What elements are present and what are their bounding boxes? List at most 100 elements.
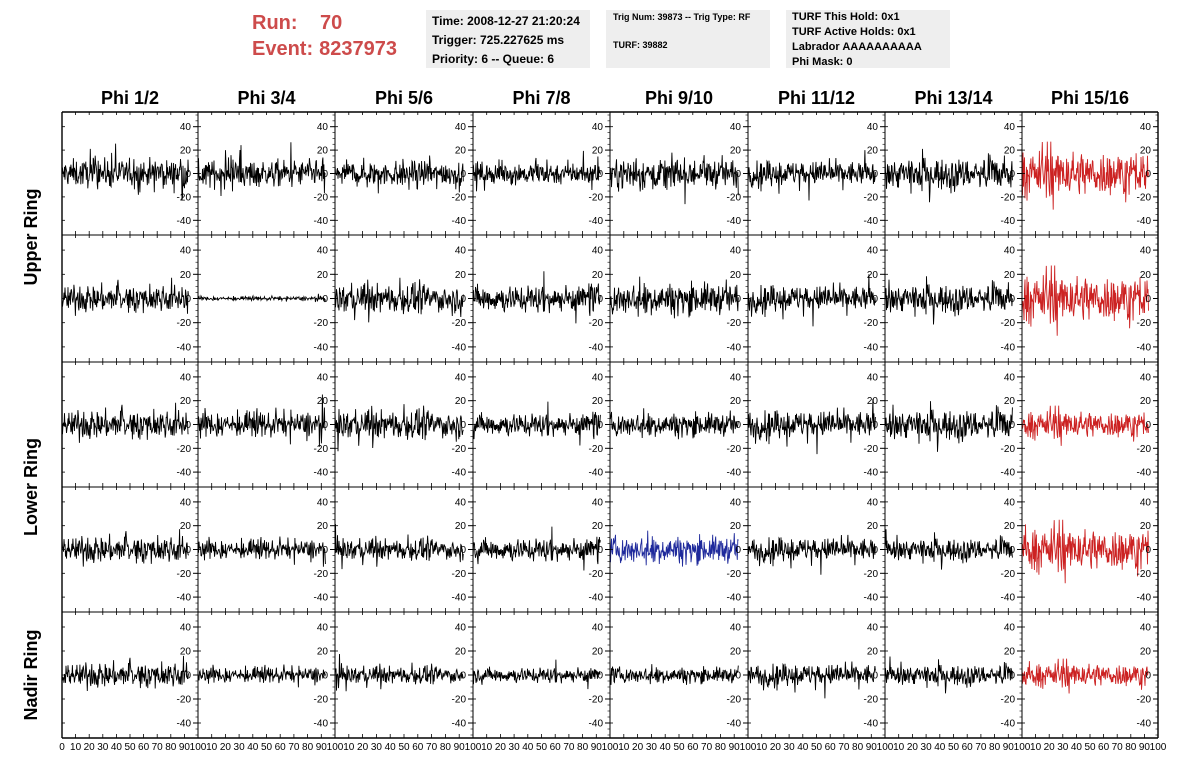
- turf-text: TURF: 39882: [613, 40, 668, 50]
- y-tick-label: -20: [1001, 569, 1016, 580]
- y-tick-label: -20: [1001, 192, 1016, 203]
- y-tick-label: 20: [455, 647, 467, 658]
- y-tick-label: 20: [455, 146, 467, 157]
- y-tick-label: 20: [455, 270, 467, 281]
- y-tick-label: 40: [1004, 372, 1016, 383]
- y-tick-label: -20: [589, 192, 604, 203]
- y-tick-label: -20: [727, 569, 742, 580]
- y-tick-label: 0: [1009, 671, 1015, 682]
- turf-info-box: TURF This Hold: 0x1 TURF Active Holds: 0…: [786, 10, 950, 68]
- y-tick-label: -20: [1001, 318, 1016, 329]
- x-tick-label: 60: [687, 742, 699, 753]
- y-tick-label: -40: [727, 593, 742, 604]
- y-tick-label: 40: [455, 246, 467, 257]
- y-tick-label: 40: [867, 623, 879, 634]
- x-tick-label: 90: [591, 742, 603, 753]
- y-tick-label: -40: [864, 468, 879, 479]
- column-title: Phi 9/10: [645, 88, 713, 108]
- x-tick-label: 50: [261, 742, 273, 753]
- y-tick-label: -40: [314, 468, 329, 479]
- y-tick-label: -20: [589, 569, 604, 580]
- y-tick-label: -20: [452, 569, 467, 580]
- x-tick-label: 10: [481, 742, 493, 753]
- labrador-text: Labrador AAAAAAAAAA: [792, 41, 922, 53]
- waveform-trace: [609, 276, 739, 319]
- x-tick-label: 30: [97, 742, 109, 753]
- y-tick-label: 40: [592, 372, 604, 383]
- y-tick-label: -40: [589, 719, 604, 730]
- x-tick-label: 30: [646, 742, 658, 753]
- row-group-label: Nadir Ring: [21, 629, 41, 720]
- y-tick-label: -40: [452, 593, 467, 604]
- x-tick-label: 70: [563, 742, 575, 753]
- y-tick-label: 40: [455, 497, 467, 508]
- y-tick-label: 0: [1009, 420, 1015, 431]
- y-tick-label: -40: [452, 342, 467, 353]
- y-tick-label: 40: [317, 246, 329, 257]
- x-tick-label: 80: [1125, 742, 1137, 753]
- y-tick-label: -20: [864, 569, 879, 580]
- y-tick-label: 20: [867, 396, 879, 407]
- column-title: Phi 13/14: [914, 88, 992, 108]
- x-tick-label: 90: [316, 742, 328, 753]
- y-tick-label: -20: [727, 318, 742, 329]
- waveform-trace: [61, 655, 189, 692]
- y-tick-label: -20: [727, 695, 742, 706]
- y-tick-label: 20: [592, 146, 604, 157]
- y-tick-label: 40: [592, 623, 604, 634]
- y-tick-label: 40: [730, 497, 742, 508]
- y-tick-label: 0: [1009, 169, 1015, 180]
- y-tick-label: -20: [727, 192, 742, 203]
- x-tick-label: 60: [962, 742, 974, 753]
- waveform-trace: [334, 404, 464, 452]
- waveform-trace: [609, 152, 739, 205]
- y-tick-label: 40: [1140, 122, 1152, 133]
- y-tick-label: 0: [1009, 545, 1015, 556]
- y-tick-label: 0: [1145, 294, 1151, 305]
- y-tick-label: -20: [864, 444, 879, 455]
- x-tick-label: 10: [343, 742, 355, 753]
- x-tick-label: 30: [509, 742, 521, 753]
- x-tick-label: 50: [536, 742, 548, 753]
- column-title: Phi 5/6: [375, 88, 433, 108]
- y-tick-label: 40: [592, 497, 604, 508]
- column-title: Phi 7/8: [512, 88, 570, 108]
- y-tick-label: -40: [1001, 593, 1016, 604]
- x-tick-label: 60: [275, 742, 287, 753]
- waveform-trace: [61, 143, 189, 200]
- y-tick-label: 0: [322, 671, 328, 682]
- y-tick-label: -40: [1001, 719, 1016, 730]
- x-tick-label: 40: [111, 742, 123, 753]
- y-tick-label: 40: [867, 122, 879, 133]
- y-tick-label: 0: [185, 294, 191, 305]
- y-tick-label: 40: [1004, 246, 1016, 257]
- y-tick-label: -40: [177, 719, 192, 730]
- event-label: Event:: [252, 38, 314, 60]
- y-tick-label: 0: [322, 169, 328, 180]
- x-tick-label: 70: [701, 742, 713, 753]
- run-line: Run: 70: [252, 10, 412, 36]
- y-tick-label: 20: [730, 396, 742, 407]
- x-tick-label: 0: [59, 742, 65, 753]
- y-tick-label: 20: [180, 647, 192, 658]
- y-tick-label: 40: [867, 497, 879, 508]
- x-tick-label: 90: [1139, 742, 1151, 753]
- y-tick-label: -20: [1137, 695, 1152, 706]
- y-tick-label: -40: [727, 342, 742, 353]
- y-tick-label: 0: [872, 671, 878, 682]
- y-tick-label: 20: [592, 396, 604, 407]
- y-tick-label: -20: [589, 318, 604, 329]
- y-tick-label: 0: [460, 294, 466, 305]
- y-tick-label: 0: [872, 294, 878, 305]
- y-tick-label: -20: [1137, 192, 1152, 203]
- waveform-trace: [1021, 519, 1149, 584]
- y-tick-label: -40: [1001, 216, 1016, 227]
- x-tick-label: 80: [989, 742, 1001, 753]
- y-tick-label: 0: [735, 545, 741, 556]
- y-tick-label: -20: [314, 318, 329, 329]
- y-tick-label: -20: [314, 444, 329, 455]
- x-tick-label: 40: [247, 742, 259, 753]
- waveform-trace: [747, 274, 876, 327]
- waveform-trace: [747, 398, 876, 455]
- x-tick-label: 90: [1003, 742, 1015, 753]
